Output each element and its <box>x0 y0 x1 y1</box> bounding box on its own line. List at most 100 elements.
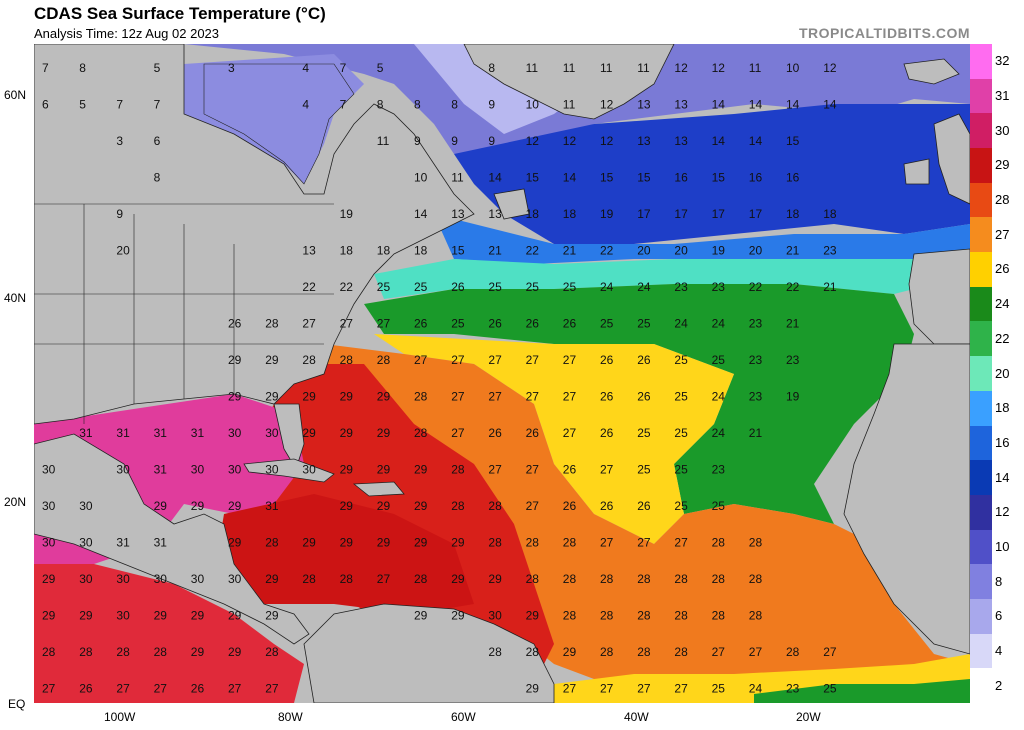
colorbar-label: 2 <box>995 677 1003 693</box>
colorbar-label: 6 <box>995 608 1003 624</box>
sst-value: 21 <box>786 244 800 258</box>
sst-value: 26 <box>637 390 651 404</box>
colorbar <box>970 44 992 704</box>
sst-value: 18 <box>340 244 354 258</box>
lat-label-20n: 20N <box>4 495 27 509</box>
sst-value: 14 <box>712 134 726 148</box>
sst-value: 22 <box>526 244 540 258</box>
sst-value: 28 <box>340 353 354 367</box>
sst-value: 9 <box>488 98 495 112</box>
sst-value: 28 <box>563 609 577 623</box>
sst-value: 12 <box>600 98 614 112</box>
sst-value: 21 <box>823 280 837 294</box>
sst-value: 24 <box>712 317 726 331</box>
sst-value: 15 <box>451 244 465 258</box>
sst-value: 27 <box>563 682 577 696</box>
sst-value: 28 <box>340 572 354 586</box>
lon-label-100w: 100W <box>104 710 136 724</box>
sst-value: 7 <box>116 98 123 112</box>
sst-value: 19 <box>340 207 354 221</box>
sst-value: 13 <box>451 207 465 221</box>
colorbar-swatch <box>970 390 992 426</box>
sst-value: 30 <box>302 463 316 477</box>
sst-value: 29 <box>451 572 465 586</box>
sst-value: 27 <box>377 317 391 331</box>
sst-value: 25 <box>823 682 837 696</box>
ocean-subpolar <box>454 104 970 244</box>
sst-value: 14 <box>823 98 837 112</box>
sst-value: 28 <box>42 645 56 659</box>
lat-label-eq: EQ <box>8 697 26 711</box>
sst-value: 11 <box>749 61 762 75</box>
sst-value: 29 <box>563 645 577 659</box>
sst-value: 25 <box>674 499 688 513</box>
sst-value: 28 <box>154 645 168 659</box>
sst-value: 14 <box>488 171 502 185</box>
sst-value: 30 <box>116 463 130 477</box>
credit-text: TROPICALTIDBITS.COM <box>798 25 970 41</box>
sst-value: 13 <box>674 98 688 112</box>
sst-value: 11 <box>600 61 613 75</box>
sst-value: 31 <box>191 426 205 440</box>
lon-label-40w: 40W <box>624 710 649 724</box>
sst-value: 29 <box>377 499 391 513</box>
sst-value: 14 <box>786 98 800 112</box>
sst-value: 12 <box>526 134 540 148</box>
sst-value: 29 <box>154 499 168 513</box>
analysis-time: Analysis Time: 12z Aug 02 2023 <box>34 26 220 41</box>
sst-value: 23 <box>749 317 763 331</box>
sst-value: 26 <box>600 426 614 440</box>
lon-label-60w: 60W <box>451 710 476 724</box>
sst-value: 14 <box>712 98 726 112</box>
sst-value: 28 <box>712 572 726 586</box>
sst-value: 30 <box>116 609 130 623</box>
sst-value: 27 <box>600 682 614 696</box>
sst-value: 28 <box>712 536 726 550</box>
sst-value: 15 <box>712 171 726 185</box>
sst-value: 28 <box>749 536 763 550</box>
sst-value: 29 <box>191 499 205 513</box>
sst-value: 30 <box>116 572 130 586</box>
sst-value: 8 <box>451 98 458 112</box>
sst-value: 30 <box>228 572 242 586</box>
sst-value: 27 <box>563 426 577 440</box>
sst-value: 8 <box>154 171 161 185</box>
sst-value: 27 <box>451 353 465 367</box>
sst-value: 13 <box>637 98 651 112</box>
land-ireland <box>903 158 930 185</box>
sst-value: 30 <box>228 426 242 440</box>
sst-value: 27 <box>749 645 763 659</box>
sst-value: 27 <box>377 572 391 586</box>
sst-value: 27 <box>451 426 465 440</box>
sst-value: 28 <box>749 609 763 623</box>
sst-value: 6 <box>154 134 161 148</box>
sst-value: 23 <box>823 244 837 258</box>
sst-value: 26 <box>79 682 93 696</box>
colorbar-label: 4 <box>995 642 1003 658</box>
sst-value: 14 <box>414 207 428 221</box>
sst-value: 28 <box>79 645 93 659</box>
land-hispaniola <box>352 481 405 497</box>
sst-value: 26 <box>600 499 614 513</box>
sst-value: 10 <box>786 61 800 75</box>
sst-value: 18 <box>786 207 800 221</box>
colorbar-label: 12 <box>995 504 1010 520</box>
sst-value: 28 <box>414 426 428 440</box>
sst-value: 29 <box>340 536 354 550</box>
sst-value: 17 <box>674 207 688 221</box>
sst-value: 27 <box>488 353 502 367</box>
sst-value: 29 <box>526 609 540 623</box>
sst-value: 28 <box>674 609 688 623</box>
sst-value: 28 <box>302 353 316 367</box>
land-iceland <box>903 58 960 85</box>
sst-value: 25 <box>674 426 688 440</box>
sst-value: 29 <box>414 499 428 513</box>
sst-value: 25 <box>674 353 688 367</box>
sst-value: 26 <box>414 317 428 331</box>
sst-value: 17 <box>637 207 651 221</box>
sst-value: 29 <box>265 572 279 586</box>
sst-value: 29 <box>414 463 428 477</box>
sst-value: 28 <box>377 353 391 367</box>
sst-value: 18 <box>377 244 391 258</box>
sst-value: 29 <box>228 609 242 623</box>
